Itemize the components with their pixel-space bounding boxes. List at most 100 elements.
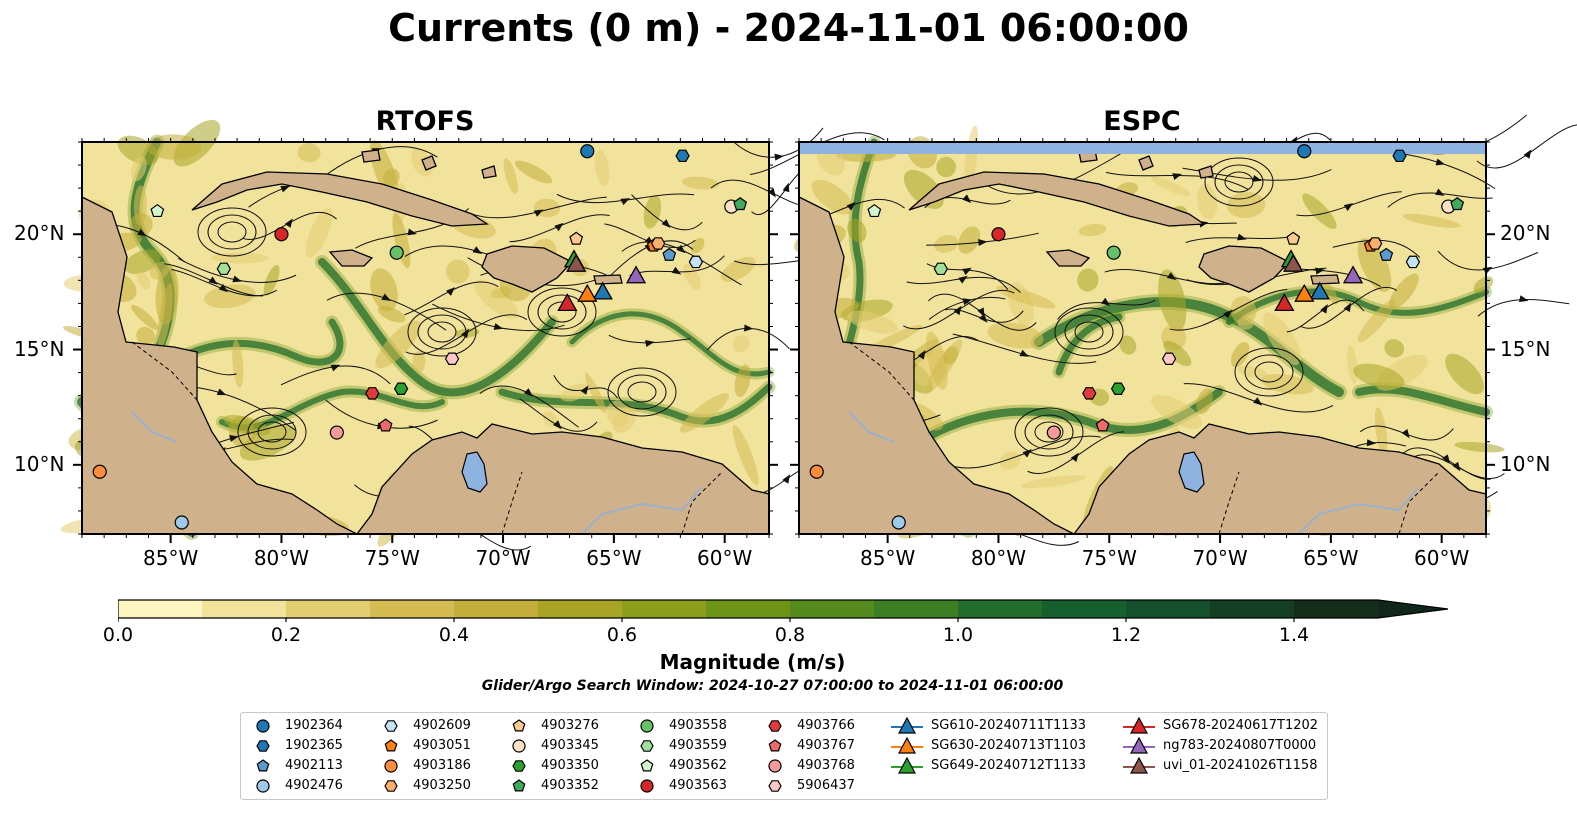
legend-label: 4903766	[797, 718, 855, 733]
argo-float-marker	[809, 464, 824, 479]
lat-tick-label: 15°N	[14, 336, 65, 361]
argo-float-marker	[1106, 245, 1121, 260]
argo-float-marker	[1082, 387, 1097, 400]
argo-float-marker	[733, 197, 748, 211]
argo-float-marker	[1367, 237, 1383, 250]
argo-float-marker	[675, 149, 690, 163]
legend-marker-icon	[384, 759, 398, 773]
colorbar-bin	[1042, 600, 1127, 618]
argo-float-marker	[662, 247, 677, 261]
argo-float-marker	[1450, 197, 1465, 211]
legend-label: 4902609	[413, 718, 471, 733]
colorbar-bin	[118, 600, 203, 618]
lon-tick-label: 85°W	[860, 546, 916, 570]
argo-float-marker	[867, 203, 882, 218]
argo-float-marker	[1405, 255, 1421, 269]
argo-float-marker	[274, 227, 289, 242]
legend-marker-icon	[768, 759, 782, 773]
argo-float-marker	[933, 262, 949, 276]
glider-marker	[1294, 283, 1315, 302]
colorbar-tick-label: 0.6	[606, 624, 638, 646]
legend-marker-icon	[640, 719, 654, 733]
lat-tick-label: 10°N	[1500, 451, 1551, 476]
argo-float-marker	[365, 387, 380, 400]
legend-label: SG649-20240712T1133	[931, 758, 1087, 773]
legend-marker-icon	[256, 779, 270, 793]
argo-float-marker	[216, 262, 232, 276]
legend-label: 4903352	[541, 778, 599, 793]
glider-marker	[577, 283, 598, 302]
legend-glider-icon	[1123, 716, 1155, 734]
argo-float-marker	[92, 464, 107, 479]
argo-float-marker	[393, 382, 409, 395]
argo-float-marker	[1286, 231, 1301, 245]
legend-marker-icon	[640, 779, 654, 793]
glider-marker	[1274, 293, 1295, 312]
lon-tick-label: 65°W	[1303, 546, 1359, 570]
argo-float-marker	[569, 231, 584, 245]
lon-tick-label: 65°W	[586, 546, 642, 570]
lat-tick-label: 20°N	[14, 221, 65, 246]
legend-label: 1902364	[285, 718, 343, 733]
colorbar-bin	[538, 600, 623, 618]
argo-float-marker	[1392, 149, 1407, 163]
glider-marker	[592, 281, 613, 300]
lon-tick-label: 85°W	[143, 546, 199, 570]
argo-float-marker	[1379, 247, 1394, 261]
espc-map	[790, 114, 1577, 546]
search-window-label: Glider/Argo Search Window: 2024-10-27 07…	[481, 678, 1064, 694]
colorbar-bin	[790, 600, 875, 618]
legend-label: 5906437	[797, 778, 855, 793]
lon-tick-label: 70°W	[475, 546, 531, 570]
glider-marker	[1309, 281, 1330, 300]
colorbar-bin	[286, 600, 371, 618]
legend-label: uvi_01-20241026T1158	[1163, 758, 1318, 773]
legend-marker-icon	[512, 779, 526, 792]
legend-marker-icon	[640, 759, 654, 772]
legend-glider-icon	[891, 716, 923, 734]
legend-glider-icon	[1123, 736, 1155, 754]
lon-tick-label: 80°W	[970, 546, 1027, 570]
glider-marker	[557, 293, 578, 312]
legend-label: SG610-20240711T1133	[931, 718, 1087, 733]
legend-label: SG630-20240713T1103	[931, 738, 1087, 753]
colorbar-bin	[1126, 600, 1211, 618]
legend-marker-icon	[256, 740, 270, 752]
argo-float-marker	[378, 418, 393, 432]
argo-float-marker	[150, 203, 165, 218]
legend-marker-icon	[256, 719, 270, 733]
legend: 1902364 1902365 4902113 4902476 4902609 49030…	[240, 712, 1328, 800]
argo-float-marker	[1110, 382, 1126, 395]
legend-label: 4903559	[669, 738, 727, 753]
colorbar-bin	[202, 600, 287, 618]
rtofs-map	[60, 119, 885, 551]
legend-label: 4903562	[669, 758, 727, 773]
legend-marker-icon	[512, 739, 526, 753]
argo-float-marker	[329, 425, 344, 440]
legend-label: 4903767	[797, 738, 855, 753]
legend-marker-icon	[384, 739, 398, 752]
legend-label: 4902113	[285, 758, 343, 773]
lon-tick-label: 75°W	[364, 546, 420, 570]
argo-float-marker	[1161, 352, 1177, 365]
glider-marker	[625, 265, 647, 284]
legend-label: ng783-20240807T0000	[1163, 738, 1317, 753]
colorbar-tick-label: 0.0	[102, 624, 134, 646]
legend-glider-icon	[891, 736, 923, 754]
argo-float-marker	[991, 227, 1006, 242]
lat-tick-label: 10°N	[14, 451, 65, 476]
legend-glider-icon	[891, 756, 923, 774]
glider-marker	[1283, 253, 1304, 272]
legend-label: 4903276	[541, 718, 599, 733]
legend-label: 4903186	[413, 758, 471, 773]
legend-label: 4903768	[797, 758, 855, 773]
lon-tick-label: 75°W	[1081, 546, 1137, 570]
legend-marker-icon	[768, 720, 782, 732]
colorbar-bin	[874, 600, 959, 618]
colorbar-tick-label: 1.0	[942, 624, 974, 646]
legend-marker-icon	[256, 759, 270, 772]
colorbar-tick-label: 1.2	[1110, 624, 1142, 646]
legend-marker-icon	[384, 780, 398, 792]
lat-tick-label: 15°N	[1500, 336, 1551, 361]
legend-marker-icon	[512, 719, 526, 732]
